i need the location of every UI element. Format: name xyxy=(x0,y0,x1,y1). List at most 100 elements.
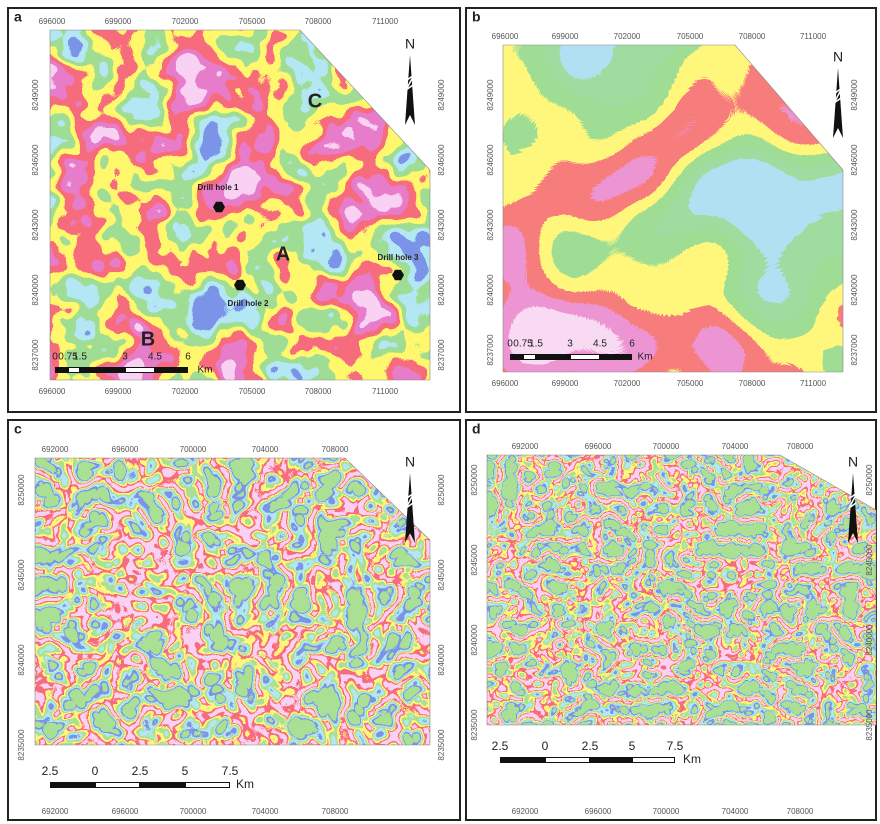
y-tick-label: 8235000 xyxy=(470,709,479,741)
y-tick-label: 8240000 xyxy=(486,274,495,306)
y-tick-label: 8243000 xyxy=(31,209,40,241)
y-tick-label: 8250000 xyxy=(17,474,26,506)
y-tick-label: 8246000 xyxy=(437,144,446,176)
scale-bar-segment xyxy=(126,368,154,372)
x-tick-label: 699000 xyxy=(552,379,579,388)
scale-bar-segment xyxy=(69,368,79,372)
scale-unit: Km xyxy=(638,352,653,363)
x-tick-label: 711000 xyxy=(372,17,399,26)
x-tick-label: 708000 xyxy=(322,807,349,816)
x-tick-label: 711000 xyxy=(372,387,399,396)
x-tick-label: 699000 xyxy=(105,17,132,26)
x-tick-label: 696000 xyxy=(585,442,612,451)
x-tick-label: 696000 xyxy=(39,387,66,396)
x-tick-label: 692000 xyxy=(42,445,69,454)
y-tick-label: 8249000 xyxy=(437,79,446,111)
scale-label: 4.5 xyxy=(593,339,607,350)
scale-unit: Km xyxy=(198,365,213,376)
map-annotation: A xyxy=(276,243,290,265)
x-tick-label: 711000 xyxy=(800,379,827,388)
scale-label: 2.5 xyxy=(42,764,59,778)
scale-bar-segment xyxy=(571,355,599,359)
scale-label: 0 xyxy=(542,739,549,753)
panel-label: b xyxy=(472,9,481,25)
scale-label: 1.5 xyxy=(73,352,87,363)
y-tick-label: 8250000 xyxy=(437,474,446,506)
y-tick-label: 8249000 xyxy=(850,79,859,111)
y-tick-label: 8240000 xyxy=(437,644,446,676)
scale-unit: Km xyxy=(683,752,701,766)
y-tick-label: 8240000 xyxy=(470,624,479,656)
x-tick-label: 700000 xyxy=(180,445,207,454)
scale-unit: Km xyxy=(236,777,254,791)
map-annotation: Drill hole 1 xyxy=(198,183,239,192)
map-panel: c692000692000696000696000700000700000704… xyxy=(8,420,460,820)
scale-label: 6 xyxy=(629,339,635,350)
map-annotation: Drill hole 2 xyxy=(228,299,269,308)
x-tick-label: 696000 xyxy=(112,807,139,816)
scale-label: 1.5 xyxy=(529,339,543,350)
scale-bar-segment xyxy=(524,355,535,359)
x-tick-label: 702000 xyxy=(614,32,641,41)
x-tick-label: 708000 xyxy=(305,387,332,396)
scale-label: 2.5 xyxy=(132,764,149,778)
scale-label: 3 xyxy=(567,339,573,350)
scale-bar-segment xyxy=(186,783,229,787)
y-tick-label: 8250000 xyxy=(470,464,479,496)
scale-bar-segment xyxy=(633,758,674,762)
map-raster xyxy=(35,458,430,745)
scale-label: 7.5 xyxy=(222,764,239,778)
x-tick-label: 704000 xyxy=(722,442,749,451)
x-tick-label: 708000 xyxy=(739,32,766,41)
y-tick-label: 8237000 xyxy=(437,339,446,371)
x-tick-label: 692000 xyxy=(512,442,539,451)
y-tick-label: 8245000 xyxy=(17,559,26,591)
y-tick-label: 8240000 xyxy=(437,274,446,306)
north-label: N xyxy=(405,36,415,52)
scale-label: 6 xyxy=(185,352,191,363)
y-tick-label: 8249000 xyxy=(31,79,40,111)
scale-label: 0 xyxy=(92,764,99,778)
scale-label: 3 xyxy=(122,352,128,363)
x-tick-label: 696000 xyxy=(39,17,66,26)
map-annotation: Drill hole 3 xyxy=(378,253,419,262)
x-tick-label: 692000 xyxy=(512,807,539,816)
x-tick-label: 708000 xyxy=(322,445,349,454)
x-tick-label: 696000 xyxy=(492,32,519,41)
x-tick-label: 692000 xyxy=(42,807,69,816)
y-tick-label: 8235000 xyxy=(17,729,26,761)
panel-label: c xyxy=(14,421,22,437)
panel-label: d xyxy=(472,421,481,437)
map-annotation: B xyxy=(141,328,155,350)
map-panel: d 692000 692000 696000 696000 700000 700000 704… xyxy=(466,420,876,820)
x-tick-label: 696000 xyxy=(585,807,612,816)
north-label: N xyxy=(848,454,858,470)
y-tick-label: 8240000 xyxy=(31,274,40,306)
x-tick-label: 700000 xyxy=(653,807,680,816)
north-label: N xyxy=(833,49,843,65)
x-tick-label: 705000 xyxy=(239,17,266,26)
y-tick-label: 8237000 xyxy=(850,334,859,366)
y-tick-label: 8246000 xyxy=(486,144,495,176)
x-tick-label: 699000 xyxy=(552,32,579,41)
y-tick-label: 8237000 xyxy=(486,334,495,366)
x-tick-label: 705000 xyxy=(239,387,266,396)
scale-label: 2.5 xyxy=(492,739,509,753)
scale-bar-segment xyxy=(96,783,139,787)
x-tick-label: 702000 xyxy=(172,387,199,396)
x-tick-label: 700000 xyxy=(653,442,680,451)
y-tick-label: 8240000 xyxy=(865,624,874,656)
x-tick-label: 708000 xyxy=(305,17,332,26)
x-tick-label: 704000 xyxy=(252,807,279,816)
scale-label: 5 xyxy=(182,764,189,778)
x-tick-label: 711000 xyxy=(800,32,827,41)
y-tick-label: 8243000 xyxy=(850,209,859,241)
x-tick-label: 700000 xyxy=(180,807,207,816)
x-tick-label: 704000 xyxy=(252,445,279,454)
y-tick-label: 8245000 xyxy=(437,559,446,591)
y-tick-label: 8235000 xyxy=(865,709,874,741)
y-tick-label: 8243000 xyxy=(437,209,446,241)
scale-bar-segment xyxy=(546,758,589,762)
x-tick-label: 704000 xyxy=(722,807,749,816)
